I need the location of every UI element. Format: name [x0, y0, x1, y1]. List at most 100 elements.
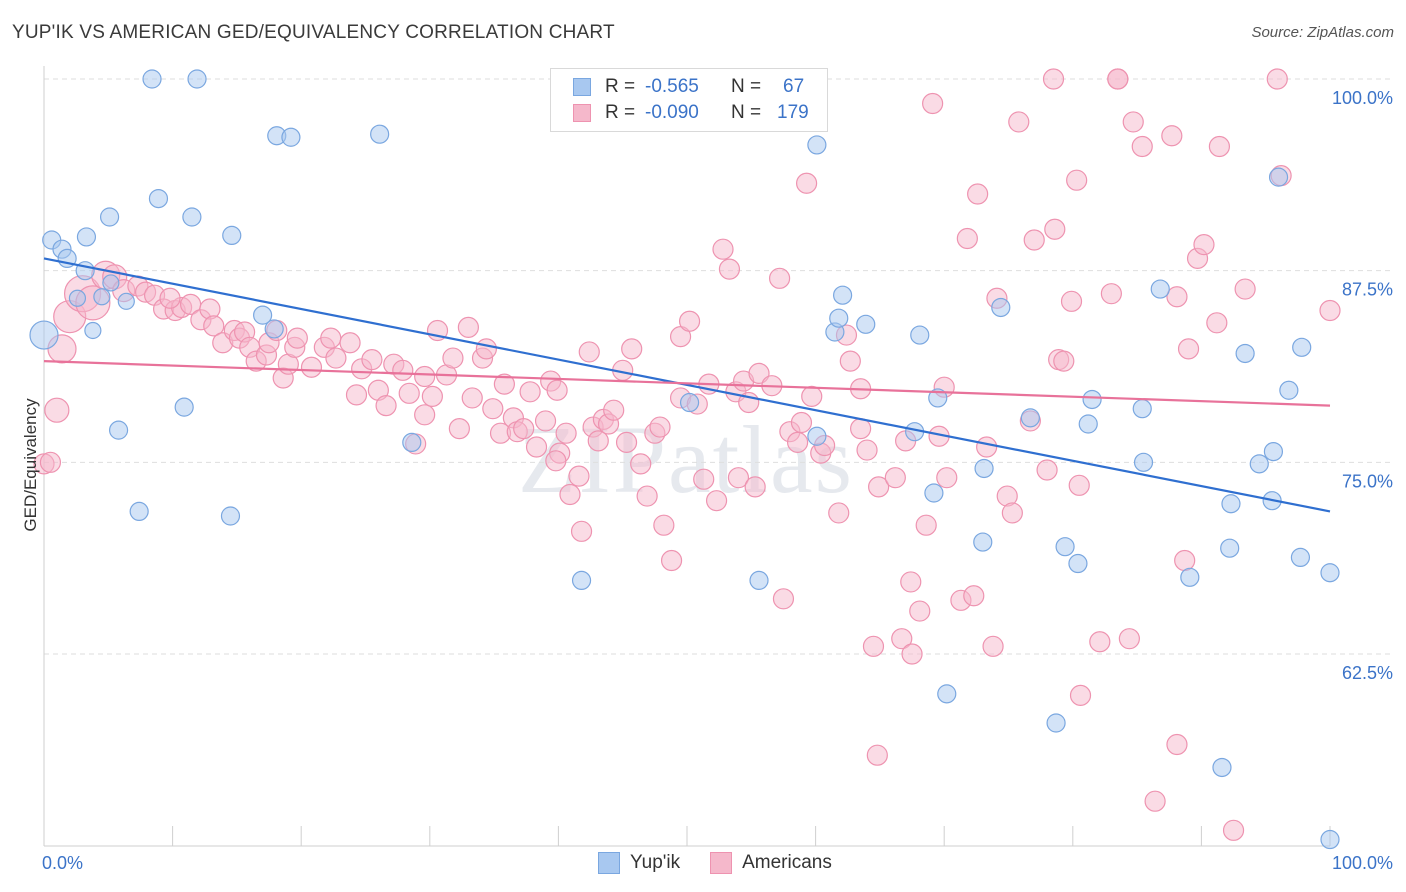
yupik-point	[1133, 452, 1154, 472]
yupik-point	[910, 325, 930, 345]
yupik-point	[93, 288, 111, 306]
americans-point	[1193, 234, 1215, 256]
americans-point	[568, 465, 590, 487]
americans-point	[768, 267, 791, 289]
americans-point	[786, 431, 809, 453]
americans-point	[1222, 819, 1245, 841]
americans-point	[1319, 299, 1341, 322]
yupik-point	[571, 570, 592, 591]
series-legend: Yup'ik Americans	[598, 852, 832, 874]
americans-swatch	[573, 104, 591, 122]
americans-point	[44, 397, 70, 423]
yupik-point	[182, 207, 202, 227]
americans-point	[1266, 68, 1288, 90]
yupik-point	[1055, 537, 1075, 557]
americans-point	[159, 287, 181, 309]
yupik-point	[829, 308, 849, 328]
yupik-point	[679, 392, 700, 413]
americans-point	[1068, 474, 1090, 496]
americans-point	[801, 385, 823, 407]
americans-point	[718, 258, 741, 280]
legend-r-value: -0.565	[645, 76, 699, 97]
americans-point	[790, 411, 813, 434]
americans-point	[678, 310, 701, 332]
yupik-legend-swatch	[598, 852, 620, 874]
americans-point	[936, 467, 958, 489]
americans-point	[1042, 68, 1065, 90]
yupik-swatch	[573, 78, 591, 96]
americans-point	[1001, 502, 1023, 524]
americans-point	[1118, 628, 1140, 650]
legend-n-label: N =	[731, 76, 762, 97]
yupik-point	[253, 305, 273, 325]
americans-point	[493, 373, 515, 395]
americans-point	[1044, 218, 1066, 240]
yupik-point	[108, 420, 129, 440]
yupik-point	[187, 69, 207, 89]
americans-point	[545, 450, 567, 472]
americans-point	[727, 467, 750, 489]
y-tick-label: 62.5%	[1342, 663, 1393, 683]
yupik-point	[76, 227, 97, 247]
yupik-legend-label: Yup'ik	[630, 852, 681, 873]
trend-lines	[43, 257, 1331, 513]
yupik-point	[807, 135, 827, 155]
legend-n-value: 67	[783, 76, 805, 97]
source-credit: Source: ZipAtlas.com	[1251, 24, 1394, 41]
yupik-point	[29, 320, 59, 350]
yupik-point	[924, 483, 944, 503]
americans-point	[375, 395, 397, 417]
americans-point	[414, 365, 436, 388]
yupik-point	[1212, 757, 1232, 778]
americans-point	[414, 404, 436, 426]
americans-point	[39, 451, 62, 473]
legend-r-value: -0.090	[645, 102, 699, 123]
americans-point	[482, 398, 504, 420]
americans-legend-label: Americans	[742, 852, 832, 873]
legend-n-value: 179	[777, 102, 809, 123]
americans-point	[1166, 286, 1188, 308]
legend-row-yupik: R = -0.565 N = 67	[573, 75, 804, 99]
yupik-point	[1068, 553, 1088, 574]
americans-point	[320, 327, 342, 349]
americans-point	[286, 327, 308, 349]
yupik-point	[937, 684, 957, 704]
americans-point	[850, 418, 872, 440]
yupik-point	[174, 397, 194, 417]
americans-point	[1122, 111, 1144, 133]
americans-point	[448, 418, 470, 440]
americans-point	[963, 585, 985, 607]
yupik-point	[1292, 337, 1312, 357]
yupik-point	[749, 570, 769, 591]
yupik-point	[1078, 414, 1098, 434]
yupik-point	[1132, 399, 1152, 419]
yupik-point	[1150, 279, 1170, 299]
americans-point	[559, 483, 581, 506]
americans-point	[1008, 111, 1030, 133]
americans-point	[909, 600, 931, 622]
yupik-point	[1263, 442, 1284, 462]
yupik-point	[264, 319, 284, 339]
yupik-point	[99, 207, 120, 227]
legend-row-americans: R = -0.090 N = 179	[573, 101, 809, 125]
americans-point	[534, 410, 557, 432]
americans-point	[712, 238, 734, 260]
yupik-point	[142, 69, 162, 89]
americans-point	[1177, 338, 1200, 360]
y-axis-label: GED/Equivalency	[21, 398, 40, 532]
americans-point	[1060, 290, 1083, 312]
yupik-point	[148, 189, 169, 209]
yupik-point	[402, 432, 422, 452]
americans-point	[1234, 278, 1256, 300]
yupik-point	[370, 124, 390, 144]
yupik-point	[68, 289, 87, 307]
americans-point	[856, 439, 878, 461]
yupik-point	[1235, 343, 1255, 364]
americans-point	[901, 643, 923, 665]
americans-point	[862, 635, 885, 657]
americans-point	[839, 350, 861, 372]
americans-point	[649, 416, 671, 438]
americans-point	[1023, 229, 1045, 251]
yupik-point	[974, 458, 994, 479]
americans-point	[976, 436, 998, 458]
